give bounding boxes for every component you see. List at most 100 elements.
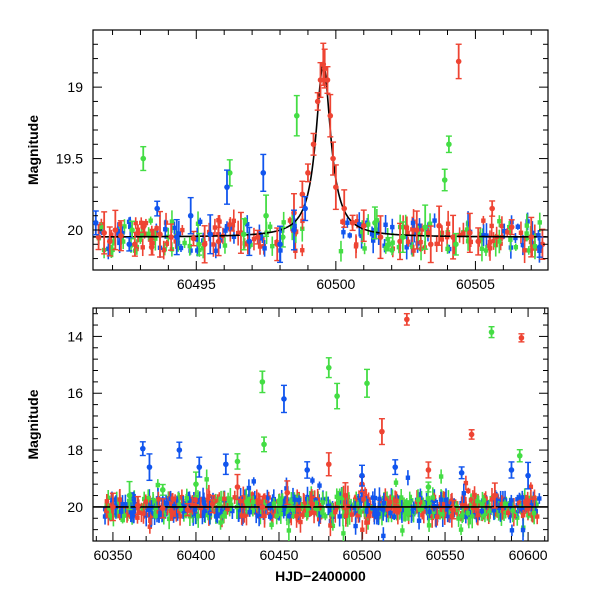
data-point: [311, 510, 317, 515]
data-point: [281, 396, 287, 402]
data-point: [255, 500, 260, 505]
data-point: [310, 478, 315, 483]
data-point: [429, 513, 435, 519]
data-point: [267, 224, 273, 229]
data-point: [228, 497, 233, 502]
data-point: [460, 513, 465, 519]
data-point: [155, 482, 161, 488]
data-point: [394, 498, 399, 504]
data-point: [400, 528, 405, 533]
data-point: [254, 234, 261, 240]
data-point: [349, 220, 356, 226]
data-point: [277, 241, 283, 248]
data-point: [159, 487, 166, 493]
data-point: [417, 500, 423, 505]
data-point: [493, 242, 498, 248]
data-point: [242, 513, 247, 519]
data-point: [328, 523, 333, 528]
data-point: [133, 220, 138, 226]
data-point: [444, 234, 450, 240]
data-point: [513, 245, 519, 250]
data-point: [491, 238, 496, 244]
data-point: [314, 98, 321, 105]
data-point: [117, 240, 122, 245]
data-point: [468, 431, 475, 438]
data-point: [225, 506, 230, 512]
data-point: [532, 244, 538, 249]
data-point: [497, 239, 502, 244]
data-point: [293, 500, 299, 505]
data-point: [242, 241, 247, 246]
data-point: [290, 225, 295, 230]
data-point: [180, 227, 185, 233]
data-point: [427, 509, 432, 514]
data-layer: [93, 312, 548, 541]
data-point: [458, 527, 464, 532]
data-point: [287, 218, 293, 223]
data-point: [239, 513, 244, 518]
data-point: [489, 223, 494, 229]
data-point: [212, 225, 218, 230]
data-point: [531, 510, 537, 516]
data-point: [427, 241, 434, 248]
data-point: [163, 227, 168, 232]
data-point: [244, 498, 249, 503]
data-point: [374, 514, 380, 519]
data-point: [223, 509, 229, 514]
x-tick-label: 60500: [316, 276, 355, 292]
data-point: [317, 512, 322, 518]
data-point: [292, 497, 297, 502]
data-point: [193, 481, 199, 487]
data-point: [450, 506, 457, 513]
data-point: [320, 500, 325, 505]
data-point: [508, 513, 513, 518]
data-point: [246, 502, 251, 507]
data-point: [195, 237, 200, 242]
data-point: [143, 513, 149, 518]
data-point: [467, 230, 473, 236]
data-point: [487, 243, 492, 249]
data-point: [187, 243, 192, 249]
data-point: [334, 393, 340, 399]
data-point: [224, 224, 230, 229]
data-point: [276, 514, 282, 519]
data-point: [115, 231, 121, 236]
data-point: [522, 494, 527, 500]
data-point: [418, 239, 423, 245]
data-point: [240, 509, 246, 515]
data-point: [196, 241, 202, 248]
data-point: [121, 513, 127, 518]
data-point: [505, 230, 510, 235]
data-point: [176, 447, 183, 453]
data-point: [337, 500, 342, 506]
axis-ticks: [93, 308, 548, 542]
data-point: [524, 231, 529, 236]
data-point: [304, 467, 311, 473]
data-point: [126, 492, 133, 499]
data-point: [499, 223, 505, 229]
data-point: [377, 234, 384, 240]
data-point: [534, 502, 539, 507]
data-point: [398, 495, 404, 500]
data-point: [176, 502, 182, 508]
data-point: [291, 513, 296, 519]
data-point: [516, 452, 523, 459]
data-point: [173, 234, 180, 240]
data-point: [458, 470, 465, 476]
data-point: [337, 514, 342, 519]
data-point: [436, 222, 442, 229]
data-point: [95, 234, 102, 240]
data-point: [259, 504, 266, 510]
data-point: [520, 495, 525, 500]
data-point: [383, 496, 388, 501]
data-point: [202, 503, 207, 508]
data-point: [117, 513, 123, 519]
data-point: [410, 220, 416, 226]
data-point: [410, 244, 415, 250]
data-point: [184, 506, 191, 513]
data-point: [404, 507, 409, 512]
data-point: [386, 241, 392, 248]
data-point: [354, 219, 360, 224]
x-tick-label: 60495: [177, 276, 216, 292]
data-point: [200, 513, 205, 518]
